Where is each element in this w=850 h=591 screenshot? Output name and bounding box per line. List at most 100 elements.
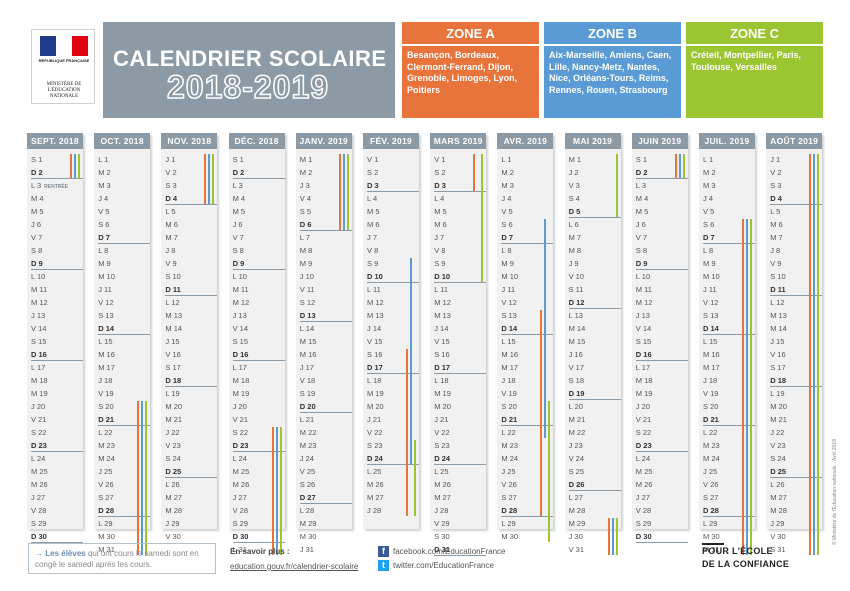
day-label: S 27 <box>501 493 517 502</box>
day-cell: J 11 <box>98 283 112 296</box>
day-label: L 10 <box>232 272 247 281</box>
day-label: M 30 <box>703 532 720 541</box>
day-cell: J 21 <box>434 413 448 426</box>
day-label: M 13 <box>770 311 787 320</box>
day-cell: L 10 <box>233 270 247 283</box>
day-cell: S 17 <box>165 361 180 374</box>
logo-ministry: MINISTÈRE DE L'ÉDUCATION NATIONALE <box>46 82 82 99</box>
day-label: M 6 <box>165 220 178 229</box>
day-label: L 17 <box>635 363 651 372</box>
day-label: J 20 <box>31 402 46 411</box>
day-label: M 14 <box>770 324 787 333</box>
holiday-bar-zone-c <box>78 154 80 178</box>
day-cell: M 28 <box>770 504 787 517</box>
day-label: J 24 <box>299 454 314 463</box>
day-cell: M 15 <box>569 335 586 348</box>
day-cell: M 5 <box>434 205 447 218</box>
day-cell: S 27 <box>501 491 516 504</box>
day-cell: M 18 <box>636 374 653 387</box>
day-cell: M 21 <box>770 413 787 426</box>
day-label: M 17 <box>703 363 720 372</box>
day-cell: J 2 <box>569 166 579 179</box>
day-label: J 27 <box>232 493 247 502</box>
day-label: M 16 <box>98 350 115 359</box>
day-cell: L 24 <box>233 452 247 465</box>
more-link[interactable]: education.gouv.fr/calendrier-scolaire <box>230 562 359 571</box>
day-cell: V 25 <box>300 465 315 478</box>
day-label: J 11 <box>501 285 516 294</box>
day-label: L 26 <box>770 480 785 489</box>
day-cell: L 28 <box>300 504 314 517</box>
day-label: D 11 <box>165 285 181 294</box>
day-cell: S 8 <box>636 244 647 257</box>
day-label: D 9 <box>635 259 648 268</box>
day-cell: L 3 <box>636 179 646 192</box>
month-header: OCT. 2018 <box>94 133 151 149</box>
day-cell: M 11 <box>233 283 249 296</box>
day-label: L 15 <box>703 337 718 346</box>
day-cell: S 3 <box>770 179 781 192</box>
day-cell: S 20 <box>703 400 718 413</box>
day-label: M 26 <box>31 480 48 489</box>
day-cell: L 18 <box>434 374 448 387</box>
day-label: J 13 <box>232 311 247 320</box>
day-cell: M 28 <box>165 504 182 517</box>
day-cell: J 6 <box>233 218 243 231</box>
holiday-bar-zone-b <box>813 154 816 555</box>
day-cell: M 19 <box>636 387 653 400</box>
day-label: S 25 <box>568 467 585 476</box>
day-label: D 20 <box>299 402 316 411</box>
day-label: S 23 <box>367 441 383 450</box>
day-cell: S 2 <box>434 166 445 179</box>
twitter-icon: t <box>378 560 389 571</box>
day-cell: V 15 <box>367 335 382 348</box>
day-label: S 13 <box>501 311 517 320</box>
month-header: JANV. 2019 <box>295 133 352 149</box>
day-cell: S 27 <box>98 491 113 504</box>
twitter-link[interactable]: t twitter.com/EducationFrance <box>378 560 494 571</box>
saturday-note: → Les élèves qui ont cours le samedi son… <box>28 543 216 574</box>
holiday-bar-zone-c <box>346 154 349 230</box>
day-label: L 29 <box>501 519 516 528</box>
day-label: J 14 <box>434 324 449 333</box>
facebook-link[interactable]: f facebook.com/EducationFrance <box>378 546 506 557</box>
day-cell: L 19 <box>770 387 784 400</box>
day-cell: L 17 <box>636 361 650 374</box>
day-label: M 14 <box>568 324 586 333</box>
day-cell: M 13 <box>770 309 787 322</box>
day-cell: J 24 <box>300 452 314 465</box>
day-label: D 14 <box>98 324 115 333</box>
day-label: M 3 <box>501 181 514 190</box>
day-cell: S 11 <box>569 283 584 296</box>
day-label: V 14 <box>232 324 249 333</box>
day-cell: D 16 <box>31 348 83 361</box>
day-cell: M 7 <box>770 231 783 244</box>
day-cell: V 22 <box>434 426 449 439</box>
day-label: M 23 <box>501 441 519 450</box>
day-cell: S 1 <box>233 153 244 166</box>
day-cell: L 17 <box>233 361 247 374</box>
day-label: L 28 <box>299 506 315 515</box>
day-label: V 23 <box>165 441 181 450</box>
day-cell: J 15 <box>770 335 784 348</box>
day-label: M 4 <box>31 194 44 203</box>
day-label: D 2 <box>635 168 648 177</box>
day-label: J 8 <box>770 246 781 255</box>
day-label: J 28 <box>434 506 449 515</box>
day-cell: L 15 <box>501 335 515 348</box>
day-cell: J 4 <box>703 192 713 205</box>
holiday-bar-zone-a <box>204 154 207 204</box>
day-cell: M 9 <box>300 257 313 270</box>
day-label: D 18 <box>770 376 787 385</box>
day-cell: V 7 <box>31 231 42 244</box>
day-cell: M 9 <box>98 257 111 270</box>
day-label: D 7 <box>703 233 715 242</box>
day-label: M 5 <box>635 207 649 216</box>
day-cell: L 7 <box>300 231 310 244</box>
day-cell: M 5 <box>636 205 649 218</box>
day-label: V 3 <box>568 181 580 190</box>
day-label: D 31 <box>434 545 451 554</box>
holiday-bar-zone-b <box>678 154 681 178</box>
day-cell: M 8 <box>569 244 582 257</box>
day-cell: V 29 <box>434 517 449 530</box>
